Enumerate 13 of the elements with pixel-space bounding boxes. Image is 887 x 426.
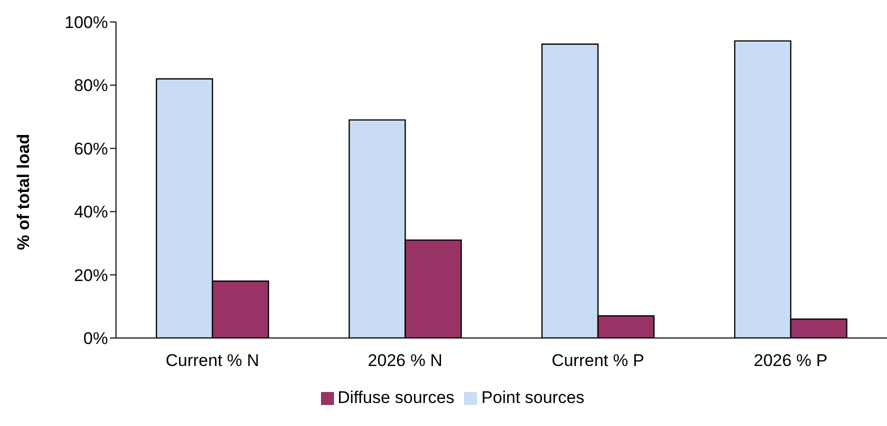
legend-label: Diffuse sources (338, 388, 454, 407)
y-tick-label: 20% (74, 266, 108, 285)
y-tick-label: 0% (83, 329, 108, 348)
x-tick-label: Current % P (552, 351, 644, 370)
y-tick-label: 60% (74, 139, 108, 158)
x-tick-label: Current % N (166, 351, 260, 370)
y-tick-label: 40% (74, 202, 108, 222)
y-tick-label: 100% (64, 13, 108, 32)
legend-label: Point sources (481, 388, 584, 407)
y-tick-label: 80% (74, 76, 108, 96)
y-axis-title: % of total load (14, 134, 34, 250)
x-tick-label: 2026 % P (754, 351, 828, 370)
x-tick-label: 2026 % N (368, 351, 442, 370)
